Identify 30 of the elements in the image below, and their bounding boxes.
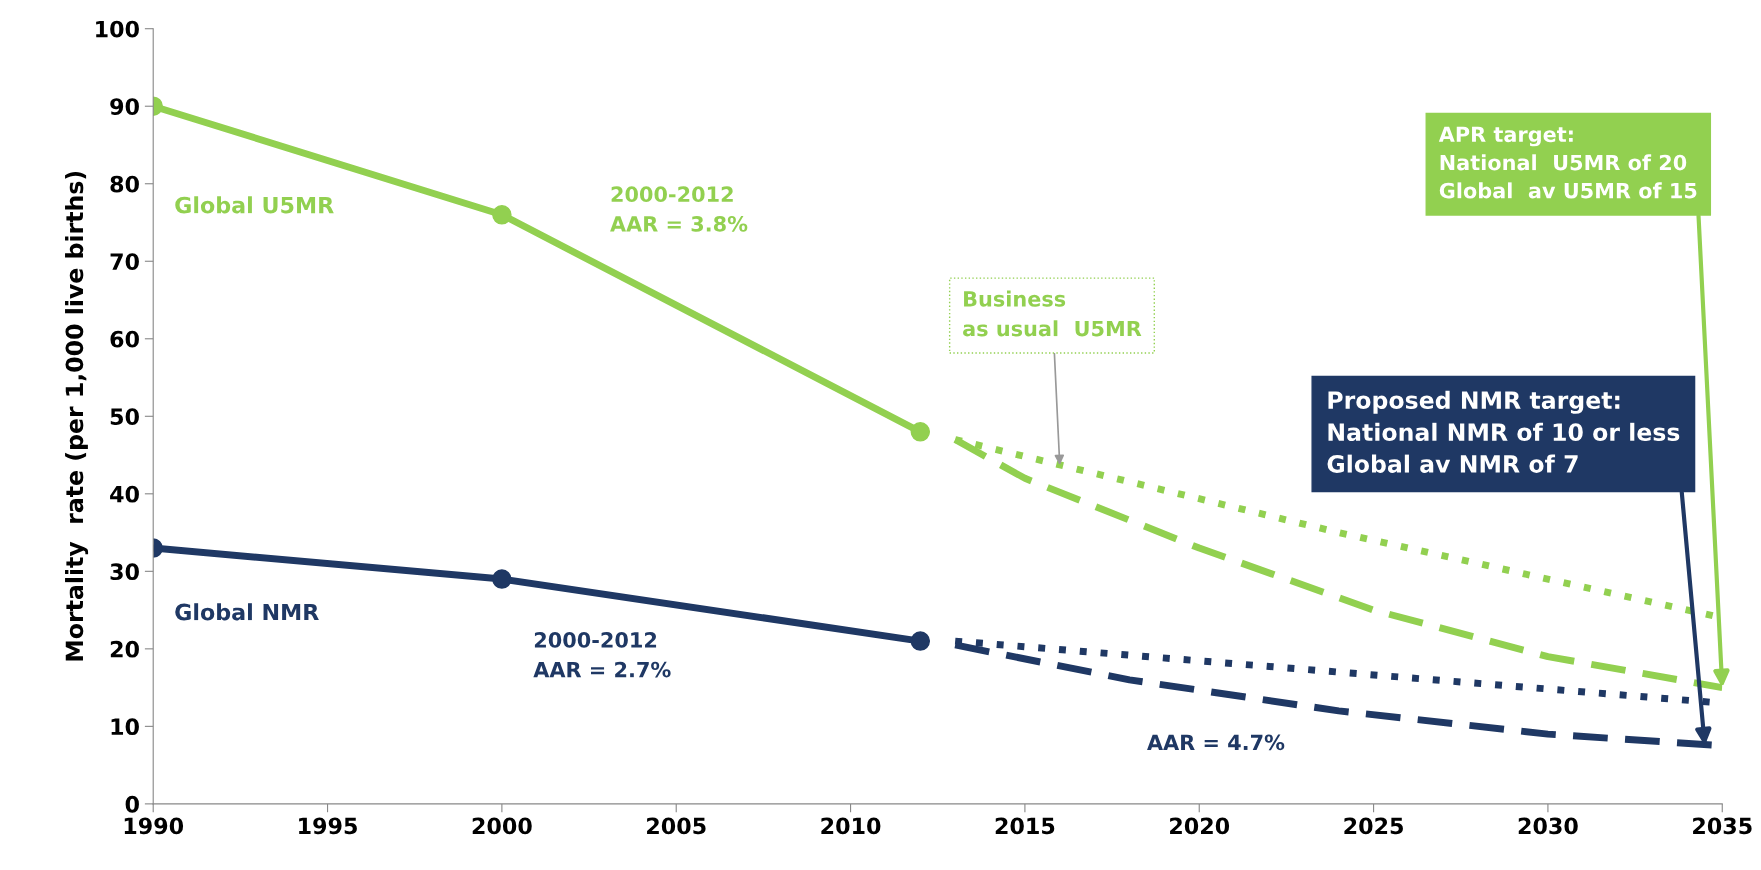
x-tick-label: 2005	[647, 817, 706, 835]
annotation: Proposed NMR target: National NMR of 10 or less Global av NMR of 7	[1327, 390, 1680, 473]
series-label: Global NMR	[175, 603, 319, 621]
y-tick-label: 80	[110, 175, 139, 193]
y-tick-label: 70	[110, 253, 139, 271]
annotation: 2000-2012 AAR = 2.7%	[533, 632, 671, 678]
x-tick-label: 2010	[821, 817, 881, 835]
y-tick-label: 50	[110, 408, 139, 426]
annotation: Business as usual U5MR	[963, 290, 1142, 337]
y-tick-label: 40	[110, 485, 139, 503]
annotation: AAR = 4.7%	[1147, 734, 1285, 751]
x-tick-label: 1990	[124, 817, 184, 835]
x-tick-label: 2025	[1344, 817, 1403, 835]
annotation: APR target: National U5MR of 20 Global av U5MR of 15	[1438, 126, 1697, 199]
x-tick-label: 1995	[299, 817, 357, 835]
x-tick-label: 2000	[472, 817, 532, 835]
y-tick-label: 60	[110, 330, 139, 348]
x-tick-label: 2035	[1693, 817, 1752, 835]
x-tick-label: 2030	[1518, 817, 1578, 835]
x-tick-label: 2020	[1170, 817, 1230, 835]
y-tick-label: 0	[125, 795, 139, 813]
series-label: Global U5MR	[175, 196, 334, 214]
y-tick-label: 10	[111, 718, 139, 736]
y-tick-label: 90	[110, 98, 139, 115]
annotation: 2000-2012 AAR = 3.8%	[610, 186, 748, 232]
y-tick-label: 100	[96, 20, 139, 38]
y-tick-label: 30	[110, 563, 139, 581]
y-axis-title: Mortality rate (per 1,000 live births)	[65, 171, 89, 661]
y-tick-label: 20	[110, 640, 139, 658]
x-tick-label: 2015	[995, 817, 1055, 835]
